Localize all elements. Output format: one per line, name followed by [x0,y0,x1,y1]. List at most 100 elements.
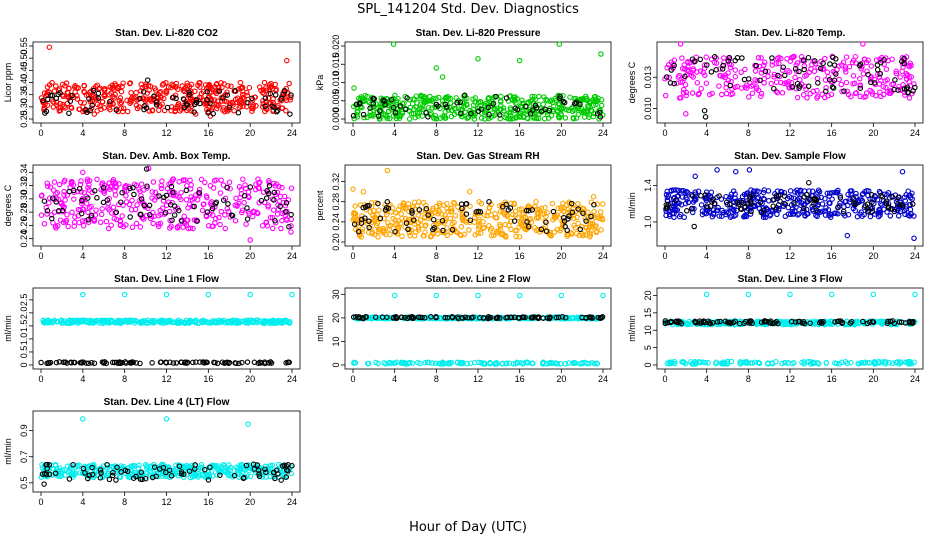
data-point [394,224,401,231]
series-2 [38,359,292,367]
data-point [445,208,451,215]
data-point [265,202,271,208]
data-point [270,225,276,232]
data-point [557,360,564,367]
data-point [239,207,246,214]
data-point [386,226,393,232]
panel-title: Stan. Dev. Line 1 Flow [114,274,219,285]
data-point [286,80,292,87]
data-point [738,69,744,76]
data-point [776,54,782,61]
data-point [457,99,464,106]
data-point [500,231,506,238]
data-point [160,198,167,204]
data-point [81,100,87,106]
data-point [521,210,527,217]
data-point [187,177,193,184]
data-point [698,193,704,199]
data-point [241,199,247,206]
data-point [585,227,591,233]
x-tick-label: 4 [704,128,709,138]
x-tick-label: 20 [556,251,566,261]
data-point [152,189,159,196]
data-point [274,107,281,114]
data-point [180,177,187,183]
data-point [784,81,791,88]
data-point [560,98,567,105]
outlier-point [899,168,906,175]
data-point [78,189,84,195]
y-tick-label: 0.5 [19,346,29,359]
data-point [283,108,289,114]
data-point [795,212,801,218]
data-point [243,221,249,227]
data-point [843,79,850,86]
data-point [187,96,194,103]
data-point [440,101,446,108]
data-point [89,98,95,105]
data-point [449,227,456,233]
data-point [671,214,677,221]
data-point [352,203,358,209]
outlier-point [701,107,708,114]
data-point [734,55,741,61]
data-point [118,99,125,106]
outlier-point [683,111,689,117]
data-point [161,107,168,114]
data-point [274,211,281,217]
data-point [758,90,765,97]
data-point [532,102,539,109]
data-point [108,222,114,229]
data-point [708,69,715,75]
data-point [480,218,486,225]
data-point [442,212,448,218]
data-point [249,95,255,102]
data-point [288,94,294,101]
data-point [385,108,392,114]
series-2 [663,54,918,120]
data-point [227,185,233,192]
y-tick-label: 10 [331,336,341,346]
y-tick-label: 0.40 [19,74,29,92]
data-point [511,218,518,224]
data-point [500,203,506,210]
data-point [46,82,53,88]
x-tick-label: 0 [662,374,667,384]
x-tick-label: 24 [598,374,608,384]
data-point [869,89,875,95]
data-point [664,64,670,71]
data-point [384,199,391,205]
data-point [895,87,901,93]
data-point [206,89,213,96]
chart-panel-3: Stan. Dev. Li-820 Temp.0 4 8 12 16 20 240.0100… [627,28,924,138]
data-point [863,90,870,96]
data-point [425,97,432,104]
data-point [126,201,133,208]
data-point [46,200,52,206]
data-point [126,80,133,87]
data-point [448,107,455,114]
data-point [137,188,143,195]
data-point [288,185,295,191]
data-point [100,199,107,206]
data-point [823,88,829,94]
data-point [556,95,563,102]
data-point [542,204,548,211]
outlier-point [516,292,523,299]
data-point [471,214,478,221]
x-tick-label: 20 [245,497,255,507]
data-point [194,218,200,224]
data-point [755,55,762,61]
data-point [822,55,828,62]
data-point [85,195,91,201]
data-point [118,199,124,205]
data-point [583,109,589,115]
data-point [188,182,194,188]
data-point [79,197,85,204]
x-tick-label: 8 [746,251,751,261]
data-point [222,212,228,218]
data-point [684,208,690,214]
data-point [362,92,368,99]
series-1 [40,291,295,327]
y-tick-label: 0.28 [331,193,341,211]
